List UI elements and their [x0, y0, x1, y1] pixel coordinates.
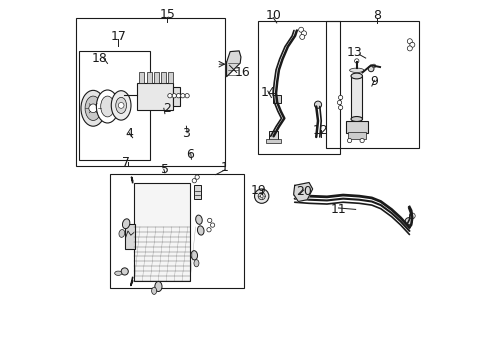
Circle shape	[371, 64, 375, 68]
Bar	[139, 72, 144, 83]
Circle shape	[298, 27, 303, 32]
Bar	[110, 174, 244, 288]
Circle shape	[210, 223, 214, 227]
Ellipse shape	[119, 230, 124, 237]
Text: 12: 12	[312, 124, 328, 137]
Text: 17: 17	[110, 30, 126, 43]
Bar	[168, 72, 173, 83]
Circle shape	[121, 268, 128, 275]
Circle shape	[254, 189, 268, 203]
Circle shape	[314, 101, 321, 108]
Ellipse shape	[349, 68, 363, 72]
Bar	[137, 83, 172, 110]
Text: 16: 16	[234, 66, 250, 79]
Ellipse shape	[96, 90, 119, 123]
Circle shape	[172, 94, 176, 98]
Circle shape	[407, 39, 411, 44]
Bar	[172, 87, 180, 107]
Circle shape	[184, 94, 189, 98]
Ellipse shape	[194, 260, 199, 267]
Ellipse shape	[115, 271, 122, 275]
Text: 8: 8	[372, 9, 381, 22]
Circle shape	[260, 195, 263, 198]
Circle shape	[337, 100, 341, 105]
Circle shape	[338, 95, 342, 100]
Bar	[193, 185, 201, 199]
Circle shape	[112, 93, 116, 97]
Text: 18: 18	[91, 51, 107, 64]
Ellipse shape	[85, 96, 101, 121]
Ellipse shape	[195, 215, 202, 224]
Ellipse shape	[122, 219, 130, 229]
Circle shape	[299, 188, 306, 195]
Bar	[269, 131, 277, 140]
Circle shape	[192, 179, 196, 183]
Circle shape	[409, 42, 414, 47]
Ellipse shape	[116, 97, 126, 113]
Ellipse shape	[350, 73, 362, 79]
Circle shape	[301, 31, 306, 36]
Bar	[79, 51, 149, 160]
Text: 6: 6	[185, 148, 194, 161]
Text: 20: 20	[295, 185, 311, 198]
Bar	[153, 72, 159, 83]
Circle shape	[354, 59, 358, 63]
Text: 4: 4	[125, 127, 133, 140]
Circle shape	[121, 93, 124, 97]
Bar	[347, 132, 365, 139]
Ellipse shape	[81, 90, 105, 126]
Circle shape	[116, 93, 120, 97]
Bar	[350, 76, 362, 119]
Bar	[146, 72, 151, 83]
Circle shape	[207, 218, 211, 222]
Circle shape	[346, 138, 351, 143]
Circle shape	[407, 46, 411, 51]
Bar	[325, 22, 418, 148]
Circle shape	[258, 193, 265, 200]
Bar	[258, 22, 339, 154]
Circle shape	[167, 94, 172, 98]
Text: 3: 3	[182, 127, 190, 140]
Circle shape	[118, 103, 124, 108]
Bar	[272, 95, 280, 103]
Circle shape	[299, 35, 304, 40]
Text: 14: 14	[261, 86, 276, 99]
Bar	[346, 121, 367, 134]
Circle shape	[180, 94, 184, 98]
Text: 10: 10	[264, 9, 281, 22]
Polygon shape	[293, 183, 312, 202]
Text: 1: 1	[221, 161, 228, 174]
Text: 7: 7	[122, 156, 130, 169]
Text: 5: 5	[161, 163, 168, 176]
Circle shape	[89, 104, 97, 113]
Bar	[266, 139, 280, 143]
Circle shape	[195, 175, 199, 179]
Bar	[134, 183, 190, 281]
Circle shape	[206, 228, 211, 232]
Ellipse shape	[350, 117, 362, 122]
Polygon shape	[226, 51, 241, 77]
Circle shape	[176, 94, 180, 98]
Ellipse shape	[155, 282, 162, 292]
Text: 2: 2	[163, 102, 171, 115]
Text: 11: 11	[330, 203, 346, 216]
Ellipse shape	[151, 287, 156, 294]
Ellipse shape	[197, 226, 203, 235]
Circle shape	[367, 66, 373, 72]
Ellipse shape	[191, 251, 197, 260]
Text: 13: 13	[346, 46, 362, 59]
Text: 19: 19	[250, 184, 265, 197]
Circle shape	[408, 213, 414, 219]
Text: 15: 15	[159, 8, 175, 21]
Ellipse shape	[111, 91, 131, 120]
Bar	[76, 18, 224, 166]
Ellipse shape	[101, 96, 114, 117]
Circle shape	[405, 218, 411, 225]
Text: 9: 9	[369, 75, 378, 88]
Bar	[161, 72, 165, 83]
Circle shape	[359, 138, 364, 143]
Circle shape	[108, 93, 111, 97]
Bar	[125, 224, 135, 249]
Circle shape	[338, 105, 342, 110]
